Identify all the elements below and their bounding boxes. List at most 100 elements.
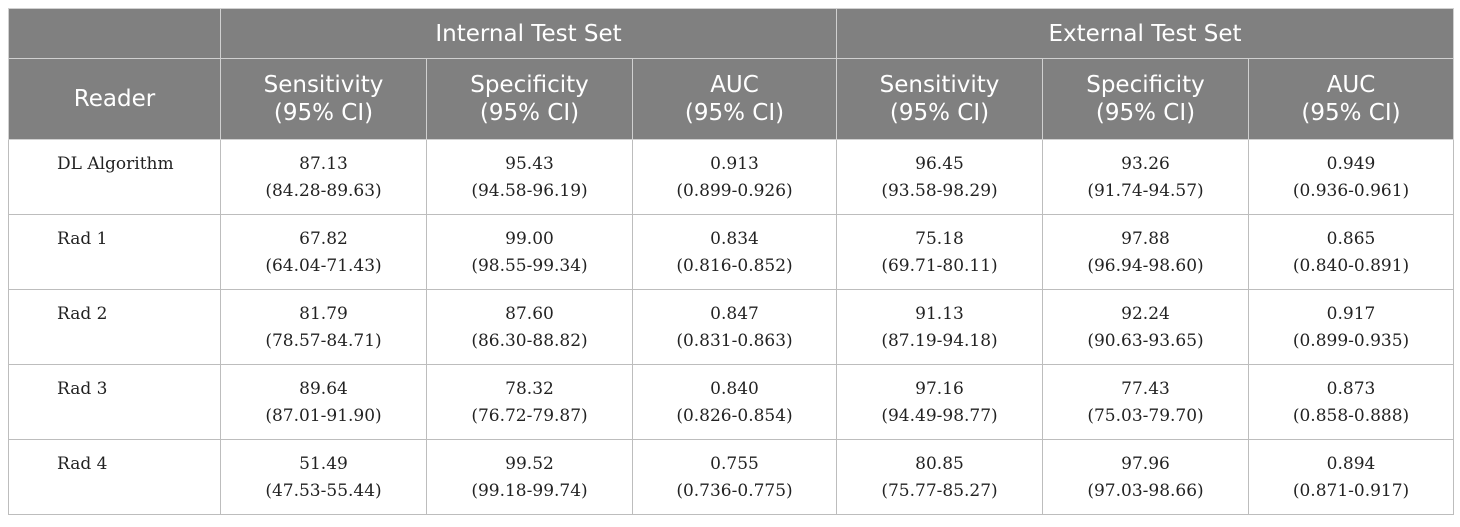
cell-value: 81.79 <box>299 304 348 324</box>
cell-value: 77.43 <box>1121 379 1170 399</box>
cell-ci: (90.63-93.65) <box>1087 331 1204 351</box>
external-sensitivity-header: Sensitivity (95% CI) <box>836 58 1044 140</box>
cell-value: 0.917 <box>1326 304 1376 324</box>
external-specificity-cell: 97.88 (96.94-98.60) <box>1042 214 1250 290</box>
cell-ci: (0.816-0.852) <box>676 256 793 276</box>
cell-ci: (76.72-79.87) <box>471 406 588 426</box>
cell-ci: (0.871-0.917) <box>1292 481 1410 501</box>
external-specificity-cell: 93.26 (91.74-94.57) <box>1042 139 1250 215</box>
external-specificity-header: Specificity (95% CI) <box>1042 58 1250 140</box>
cell-ci: (86.30-88.82) <box>471 331 588 351</box>
external-sensitivity-cell: 75.18 (69.71-80.11) <box>836 214 1044 290</box>
cell-value: 0.847 <box>710 304 759 324</box>
external-auc-cell: 0.865 (0.840-0.891) <box>1248 214 1455 290</box>
cell-value: 51.49 <box>299 454 348 474</box>
internal-auc-cell: 0.913 (0.899-0.926) <box>631 139 838 215</box>
internal-auc-cell: 0.847 (0.831-0.863) <box>631 289 838 365</box>
cell-ci: (69.71-80.11) <box>881 256 998 276</box>
cell-ci: (75.03-79.70) <box>1087 406 1204 426</box>
external-auc-cell: 0.917 (0.899-0.935) <box>1248 289 1455 365</box>
cell-value: 0.873 <box>1326 379 1376 399</box>
cell-ci: (0.899-0.935) <box>1292 331 1410 351</box>
cell-ci: (94.49-98.77) <box>881 406 998 426</box>
cell-value: 0.949 <box>1326 154 1376 174</box>
reader-cell: Rad 4 <box>8 439 221 515</box>
cell-value: 99.52 <box>505 454 554 474</box>
cell-value: 87.60 <box>505 304 554 324</box>
external-auc-cell: 0.873 (0.858-0.888) <box>1248 364 1455 440</box>
cell-ci: (94.58-96.19) <box>471 181 588 201</box>
cell-ci: (0.858-0.888) <box>1292 406 1410 426</box>
cell-ci: (99.18-99.74) <box>471 481 588 501</box>
cell-value: 0.865 <box>1326 229 1376 249</box>
cell-ci: (0.826-0.854) <box>676 406 793 426</box>
cell-value: 97.16 <box>915 379 964 399</box>
cell-value: 0.894 <box>1326 454 1376 474</box>
reader-header-spacer <box>8 8 221 59</box>
external-sensitivity-cell: 80.85 (75.77-85.27) <box>836 439 1044 515</box>
internal-sensitivity-cell: 51.49 (47.53-55.44) <box>220 439 427 515</box>
cell-value: 78.32 <box>505 379 554 399</box>
internal-test-set-header: Internal Test Set <box>219 8 838 59</box>
reader-cell: Rad 3 <box>8 364 221 440</box>
cell-ci: (84.28-89.63) <box>265 181 382 201</box>
cell-ci: (97.03-98.66) <box>1087 481 1204 501</box>
internal-specificity-cell: 99.52 (99.18-99.74) <box>426 439 633 515</box>
results-table: Internal Test Set External Test Set Read… <box>8 8 1455 515</box>
cell-ci: (87.01-91.90) <box>265 406 382 426</box>
reader-cell: Rad 2 <box>8 289 221 365</box>
cell-ci: (91.74-94.57) <box>1087 181 1204 201</box>
internal-specificity-cell: 78.32 (76.72-79.87) <box>426 364 633 440</box>
cell-ci: (93.58-98.29) <box>881 181 998 201</box>
cell-ci: (47.53-55.44) <box>265 481 382 501</box>
cell-value: 0.834 <box>710 229 759 249</box>
cell-ci: (0.736-0.775) <box>676 481 793 501</box>
external-auc-cell: 0.894 (0.871-0.917) <box>1248 439 1455 515</box>
cell-value: 92.24 <box>1121 304 1170 324</box>
metric-header-row: Reader Sensitivity (95% CI) Specificity … <box>8 58 1455 140</box>
cell-value: 97.96 <box>1121 454 1170 474</box>
internal-sensitivity-cell: 67.82 (64.04-71.43) <box>220 214 427 290</box>
external-sensitivity-cell: 97.16 (94.49-98.77) <box>836 364 1044 440</box>
internal-specificity-cell: 95.43 (94.58-96.19) <box>426 139 633 215</box>
internal-auc-cell: 0.755 (0.736-0.775) <box>631 439 838 515</box>
external-auc-header: AUC (95% CI) <box>1248 58 1455 140</box>
table-row: Rad 2 81.79 (78.57-84.71) 87.60 (86.30-88.… <box>8 289 1455 365</box>
internal-specificity-cell: 99.00 (98.55-99.34) <box>426 214 633 290</box>
cell-ci: (0.831-0.863) <box>676 331 793 351</box>
cell-ci: (78.57-84.71) <box>265 331 382 351</box>
internal-specificity-header: Specificity (95% CI) <box>426 58 633 140</box>
reader-cell: DL Algorithm <box>8 139 221 215</box>
internal-sensitivity-cell: 87.13 (84.28-89.63) <box>220 139 427 215</box>
internal-auc-header: AUC (95% CI) <box>631 58 838 140</box>
cell-value: 95.43 <box>505 154 554 174</box>
cell-value: 93.26 <box>1121 154 1170 174</box>
external-specificity-cell: 77.43 (75.03-79.70) <box>1042 364 1250 440</box>
cell-value: 0.755 <box>710 454 759 474</box>
internal-sensitivity-header: Sensitivity (95% CI) <box>220 58 427 140</box>
cell-value: 96.45 <box>915 154 964 174</box>
table-row: DL Algorithm 87.13 (84.28-89.63) 95.43 (94… <box>8 139 1455 215</box>
external-sensitivity-cell: 96.45 (93.58-98.29) <box>836 139 1044 215</box>
internal-specificity-cell: 87.60 (86.30-88.82) <box>426 289 633 365</box>
external-sensitivity-cell: 91.13 (87.19-94.18) <box>836 289 1044 365</box>
cell-value: 75.18 <box>915 229 964 249</box>
internal-auc-cell: 0.840 (0.826-0.854) <box>631 364 838 440</box>
internal-auc-cell: 0.834 (0.816-0.852) <box>631 214 838 290</box>
cell-value: 0.913 <box>710 154 759 174</box>
cell-value: 91.13 <box>915 304 964 324</box>
group-header-row: Internal Test Set External Test Set <box>8 8 1455 59</box>
reader-header: Reader <box>8 58 221 140</box>
internal-sensitivity-cell: 89.64 (87.01-91.90) <box>220 364 427 440</box>
cell-ci: (87.19-94.18) <box>881 331 998 351</box>
table-row: Rad 3 89.64 (87.01-91.90) 78.32 (76.72-79.… <box>8 364 1455 440</box>
cell-ci: (0.936-0.961) <box>1292 181 1410 201</box>
cell-value: 99.00 <box>505 229 554 249</box>
table-row: Rad 1 67.82 (64.04-71.43) 99.00 (98.55-99.… <box>8 214 1455 290</box>
cell-value: 80.85 <box>915 454 964 474</box>
table-row: Rad 4 51.49 (47.53-55.44) 99.52 (99.18-99.… <box>8 439 1455 515</box>
cell-ci: (0.840-0.891) <box>1292 256 1410 276</box>
cell-value: 97.88 <box>1121 229 1170 249</box>
cell-value: 0.840 <box>710 379 759 399</box>
cell-ci: (96.94-98.60) <box>1087 256 1204 276</box>
